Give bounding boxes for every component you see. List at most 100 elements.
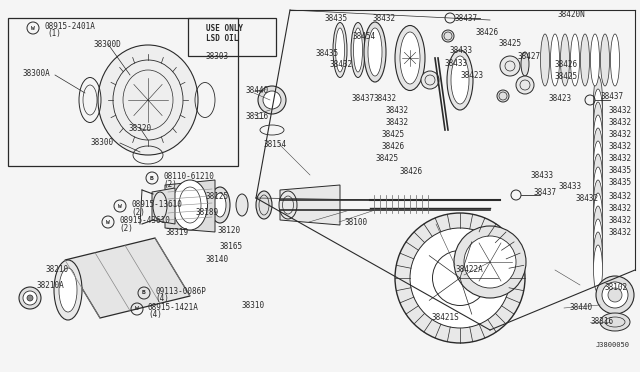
- Text: 38432: 38432: [609, 228, 632, 237]
- Ellipse shape: [258, 86, 286, 114]
- Bar: [188, 18, 276, 56]
- Text: 38432: 38432: [609, 141, 632, 151]
- Ellipse shape: [570, 34, 579, 86]
- Ellipse shape: [451, 56, 469, 104]
- Text: 38432: 38432: [609, 129, 632, 138]
- Text: 38425: 38425: [555, 71, 578, 80]
- Text: 38421S: 38421S: [432, 314, 460, 323]
- Text: 38435: 38435: [609, 166, 632, 174]
- Text: 38435: 38435: [316, 48, 339, 58]
- Text: 08110-61210: 08110-61210: [163, 171, 214, 180]
- Text: 08915-1421A: 08915-1421A: [148, 302, 199, 311]
- Ellipse shape: [593, 219, 602, 267]
- Ellipse shape: [98, 45, 198, 155]
- Text: 38432: 38432: [576, 193, 599, 202]
- Ellipse shape: [608, 288, 622, 302]
- Text: 38300D: 38300D: [93, 39, 121, 48]
- Text: 38316: 38316: [591, 317, 614, 327]
- Text: 38426: 38426: [400, 167, 423, 176]
- Text: W: W: [106, 219, 110, 224]
- Text: (2): (2): [163, 180, 177, 189]
- Text: 38432: 38432: [609, 154, 632, 163]
- Ellipse shape: [593, 89, 602, 137]
- Text: 38435: 38435: [325, 13, 348, 22]
- Text: 38426: 38426: [476, 28, 499, 36]
- Ellipse shape: [442, 30, 454, 42]
- Ellipse shape: [447, 50, 473, 110]
- Text: 38300A: 38300A: [22, 68, 50, 77]
- Ellipse shape: [395, 26, 425, 90]
- Ellipse shape: [263, 91, 281, 109]
- Text: 38427: 38427: [518, 51, 541, 61]
- Text: 38120: 38120: [218, 225, 241, 234]
- Ellipse shape: [593, 76, 602, 124]
- Ellipse shape: [335, 28, 344, 72]
- Text: B: B: [150, 176, 154, 180]
- Ellipse shape: [236, 194, 248, 216]
- Circle shape: [27, 295, 33, 301]
- Ellipse shape: [23, 291, 37, 305]
- Text: 38210A: 38210A: [36, 280, 64, 289]
- Text: W: W: [118, 203, 122, 208]
- Text: 38425: 38425: [382, 129, 405, 138]
- Ellipse shape: [580, 34, 589, 86]
- Ellipse shape: [521, 52, 529, 76]
- Ellipse shape: [395, 213, 525, 343]
- Ellipse shape: [593, 193, 602, 241]
- Ellipse shape: [497, 90, 509, 102]
- Text: 38425: 38425: [499, 38, 522, 48]
- Text: 38100: 38100: [345, 218, 368, 227]
- Text: 38303: 38303: [206, 51, 229, 61]
- Ellipse shape: [591, 34, 600, 86]
- Text: 38432: 38432: [609, 192, 632, 201]
- Ellipse shape: [593, 154, 602, 202]
- Text: 38435: 38435: [609, 177, 632, 186]
- Ellipse shape: [593, 102, 602, 150]
- Text: 38454: 38454: [353, 32, 376, 41]
- Polygon shape: [280, 185, 340, 225]
- Text: (2): (2): [131, 208, 145, 217]
- Text: 38165: 38165: [220, 241, 243, 250]
- Ellipse shape: [256, 191, 272, 219]
- Text: 38440: 38440: [570, 304, 593, 312]
- Text: 38316: 38316: [246, 112, 269, 121]
- Ellipse shape: [593, 167, 602, 215]
- Text: 38189: 38189: [196, 208, 219, 217]
- Text: (4): (4): [148, 311, 162, 320]
- Ellipse shape: [410, 228, 510, 328]
- Text: 38125: 38125: [205, 192, 228, 201]
- Text: 38102: 38102: [605, 283, 628, 292]
- Ellipse shape: [596, 276, 634, 314]
- Text: 38426: 38426: [382, 141, 405, 151]
- Ellipse shape: [214, 193, 226, 217]
- Text: 38432: 38432: [609, 118, 632, 126]
- Ellipse shape: [500, 56, 520, 76]
- Ellipse shape: [593, 115, 602, 163]
- Text: B: B: [142, 291, 146, 295]
- Text: 38423: 38423: [461, 71, 484, 80]
- Text: LSD OIL: LSD OIL: [206, 33, 238, 42]
- Text: 38300: 38300: [90, 138, 113, 147]
- Text: 38140: 38140: [206, 256, 229, 264]
- Text: 38319: 38319: [166, 228, 189, 237]
- Ellipse shape: [351, 22, 365, 77]
- Text: J3800050: J3800050: [596, 342, 630, 348]
- Ellipse shape: [600, 313, 630, 331]
- Text: 09113-0086P: 09113-0086P: [155, 286, 206, 295]
- Text: 08915-13610: 08915-13610: [131, 199, 182, 208]
- Text: 38423: 38423: [549, 93, 572, 103]
- Text: (1): (1): [47, 29, 61, 38]
- Ellipse shape: [541, 34, 550, 86]
- Text: 38433: 38433: [450, 45, 473, 55]
- Polygon shape: [152, 188, 175, 224]
- Ellipse shape: [464, 236, 516, 288]
- Text: 38210: 38210: [45, 266, 68, 275]
- Text: 08915-2401A: 08915-2401A: [44, 22, 95, 31]
- Ellipse shape: [602, 282, 628, 308]
- Text: USE ONLY: USE ONLY: [206, 23, 243, 32]
- Text: 38433: 38433: [445, 58, 468, 67]
- Text: 38432: 38432: [609, 215, 632, 224]
- Text: 38437: 38437: [455, 13, 478, 22]
- Text: 38420N: 38420N: [558, 10, 586, 19]
- Ellipse shape: [364, 22, 386, 82]
